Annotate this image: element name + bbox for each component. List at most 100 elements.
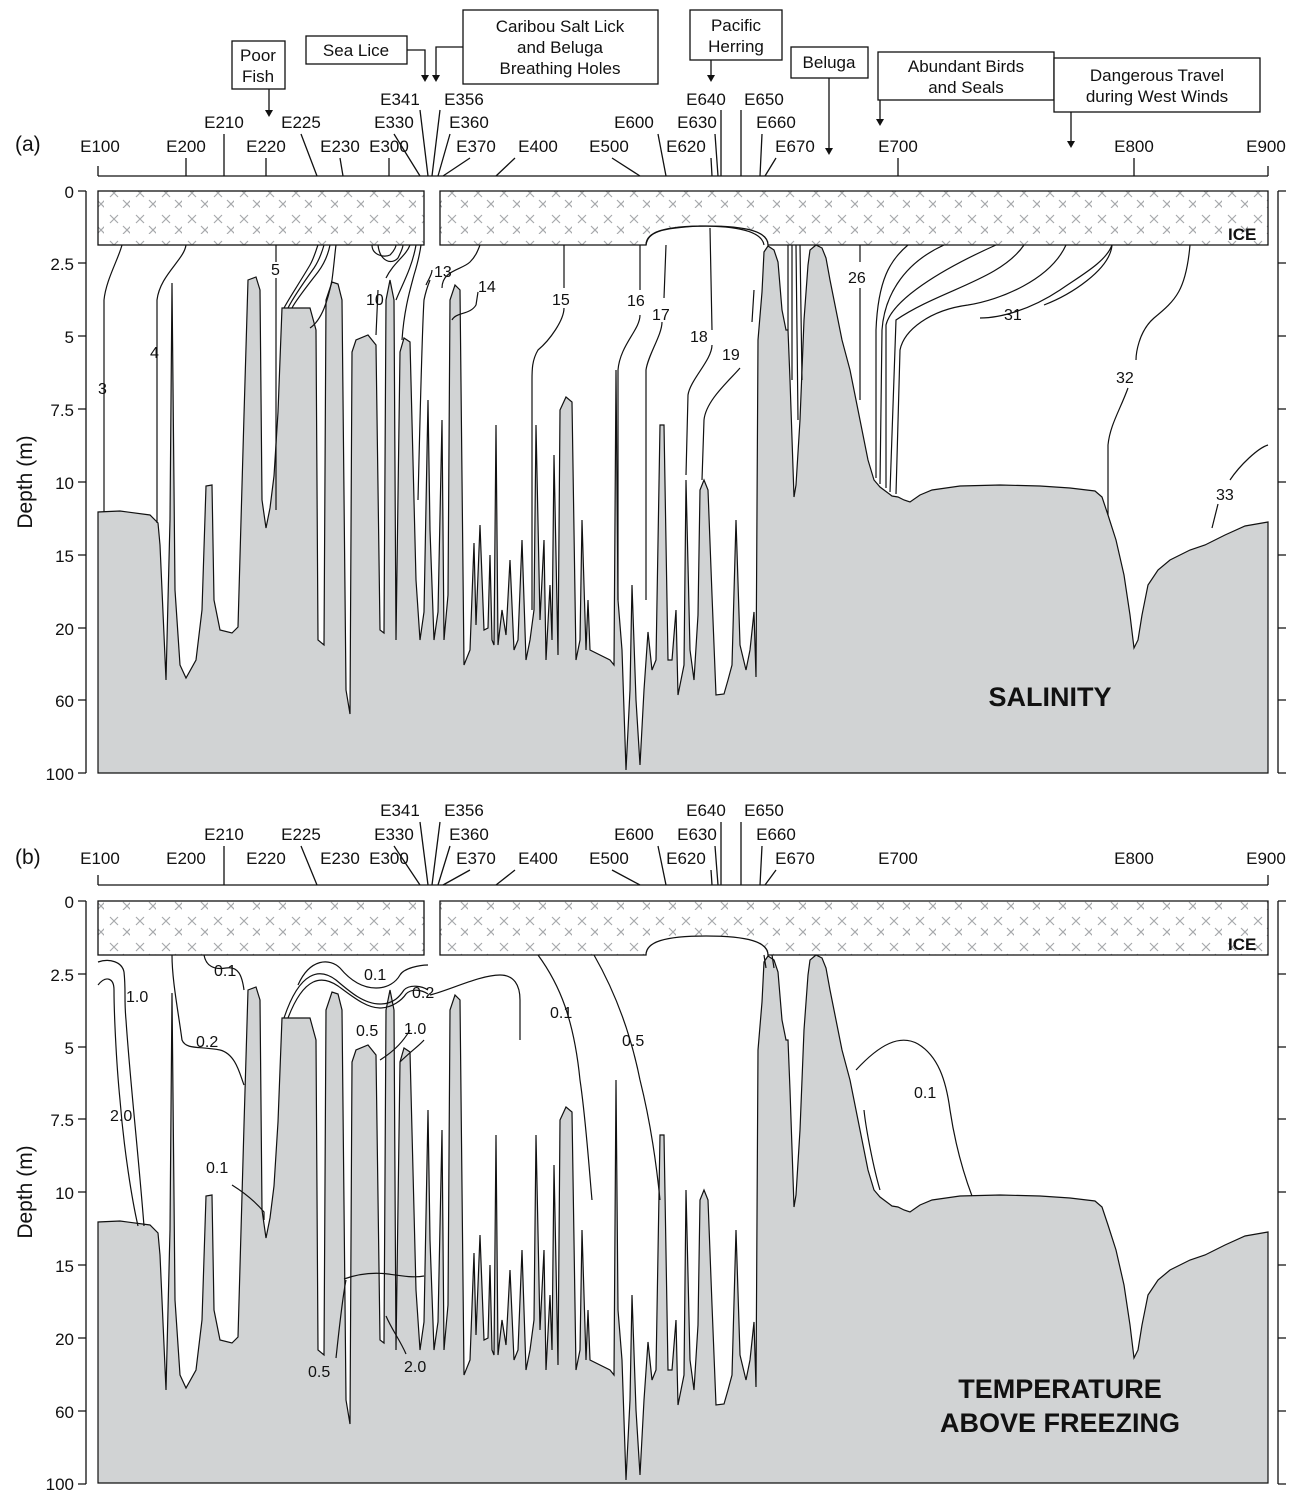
annotation-caribou-line3: Breathing Holes bbox=[500, 59, 621, 78]
y-tick-label: 100 bbox=[46, 1475, 74, 1494]
contour-label: 0.2 bbox=[412, 985, 434, 1002]
panel-a-letter: (a) bbox=[15, 133, 41, 156]
station-label: E341 bbox=[380, 90, 420, 109]
station-label: E900 bbox=[1246, 137, 1286, 156]
y-tick-label: 60 bbox=[55, 692, 74, 711]
station-label: E670 bbox=[775, 137, 815, 156]
panel-a-title: SALINITY bbox=[988, 682, 1111, 712]
contour-label: 32 bbox=[1116, 370, 1134, 387]
annotation-travel-line2: during West Winds bbox=[1086, 87, 1228, 106]
annotation-herring-line1: Pacific bbox=[711, 16, 762, 35]
station-label: E660 bbox=[756, 113, 796, 132]
station-label: E330 bbox=[374, 825, 414, 844]
station-label: E650 bbox=[744, 801, 784, 820]
contours-b bbox=[97, 954, 973, 1359]
contour-label: 0.1 bbox=[214, 963, 236, 980]
station-label: E630 bbox=[677, 825, 717, 844]
seafloor-a bbox=[97, 244, 1269, 774]
station-label: E210 bbox=[204, 113, 244, 132]
station-label: E600 bbox=[614, 825, 654, 844]
station-label: E220 bbox=[246, 137, 286, 156]
contour-label: 31 bbox=[1004, 307, 1022, 324]
y-tick-label: 2.5 bbox=[50, 966, 74, 985]
y-tick-label: 5 bbox=[65, 1039, 74, 1058]
station-label: E360 bbox=[449, 113, 489, 132]
contour-labels-b: 1.0 2.0 0.1 0.2 0.1 0.1 0.2 0.5 1.0 0.1 … bbox=[110, 963, 936, 1381]
station-label: E800 bbox=[1114, 137, 1154, 156]
station-label: E400 bbox=[518, 849, 558, 868]
annotation-birds-line1: Abundant Birds bbox=[908, 57, 1024, 76]
station-label: E100 bbox=[80, 849, 120, 868]
station-label: E360 bbox=[449, 825, 489, 844]
annotation-poor-fish-line1: Poor bbox=[240, 46, 276, 65]
station-label: E500 bbox=[589, 849, 629, 868]
annotation-travel-line1: Dangerous Travel bbox=[1090, 66, 1224, 85]
y-tick-label: 15 bbox=[55, 547, 74, 566]
depth-axis-a bbox=[78, 190, 1286, 774]
annotation-sea-lice-text: Sea Lice bbox=[323, 41, 389, 60]
station-label: E230 bbox=[320, 137, 360, 156]
contour-label: 0.2 bbox=[196, 1034, 218, 1051]
contour-label: 13 bbox=[434, 264, 452, 281]
station-label: E330 bbox=[374, 113, 414, 132]
station-label: E670 bbox=[775, 849, 815, 868]
station-label: E225 bbox=[281, 825, 321, 844]
station-label: E225 bbox=[281, 113, 321, 132]
annotation-caribou: Caribou Salt Lick and Beluga Breathing H… bbox=[432, 9, 659, 85]
annotation-birds: Abundant Birds and Seals bbox=[876, 51, 1055, 126]
contour-labels-a: 3 4 5 10 13 14 15 16 17 18 19 26 31 32 3… bbox=[98, 262, 1234, 504]
annotation-birds-line2: and Seals bbox=[928, 78, 1004, 97]
contour-label: 16 bbox=[627, 293, 645, 310]
station-label: E210 bbox=[204, 825, 244, 844]
station-axis-a bbox=[97, 109, 1269, 177]
y-tick-label: 15 bbox=[55, 1257, 74, 1276]
station-label: E370 bbox=[456, 137, 496, 156]
contour-label: 5 bbox=[271, 262, 280, 279]
panel-b-title-line1: TEMPERATURE bbox=[958, 1374, 1162, 1404]
y-tick-label: 2.5 bbox=[50, 255, 74, 274]
station-label: E356 bbox=[444, 90, 484, 109]
y-tick-label: 100 bbox=[46, 765, 74, 784]
contour-label: 0.1 bbox=[364, 967, 386, 984]
contour-label: 14 bbox=[478, 279, 496, 296]
annotation-sea-lice: Sea Lice bbox=[305, 35, 429, 82]
annotation-poor-fish: Poor Fish bbox=[231, 40, 286, 117]
station-label: E600 bbox=[614, 113, 654, 132]
y-tick-label: 20 bbox=[55, 620, 74, 639]
y-tick-label: 5 bbox=[65, 328, 74, 347]
contour-label: 3 bbox=[98, 381, 107, 398]
station-label: E640 bbox=[686, 801, 726, 820]
station-label: E220 bbox=[246, 849, 286, 868]
station-label: E200 bbox=[166, 137, 206, 156]
y-tick-label: 0 bbox=[65, 893, 74, 912]
contour-label: 19 bbox=[722, 347, 740, 364]
contour-label: 2.0 bbox=[404, 1359, 426, 1376]
station-label: E200 bbox=[166, 849, 206, 868]
panel-a: Poor Fish Sea Lice Caribou Salt Lick and… bbox=[14, 9, 1286, 784]
station-label: E620 bbox=[666, 137, 706, 156]
station-label: E370 bbox=[456, 849, 496, 868]
contour-label: 10 bbox=[366, 292, 384, 309]
depth-tick-labels-a: 0 2.5 5 7.5 10 15 20 60 100 bbox=[46, 183, 74, 784]
station-label: E660 bbox=[756, 825, 796, 844]
station-axis-b bbox=[97, 821, 1269, 886]
contour-label: 0.1 bbox=[206, 1160, 228, 1177]
annotation-beluga-text: Beluga bbox=[803, 53, 856, 72]
annotation-travel: Dangerous Travel during West Winds bbox=[1053, 57, 1261, 148]
contour-label: 26 bbox=[848, 270, 866, 287]
y-tick-label: 10 bbox=[55, 474, 74, 493]
y-tick-label: 7.5 bbox=[50, 1111, 74, 1130]
annotations-a: Poor Fish Sea Lice Caribou Salt Lick and… bbox=[231, 9, 1261, 155]
contour-label: 0.1 bbox=[550, 1005, 572, 1022]
y-axis-label-b: Depth (m) bbox=[14, 1145, 37, 1238]
panel-b-letter: (b) bbox=[15, 846, 41, 869]
depth-tick-labels-b: 0 2.5 5 7.5 10 15 20 60 100 bbox=[46, 893, 74, 1494]
annotation-caribou-line2: and Beluga bbox=[517, 38, 604, 57]
station-label: E700 bbox=[878, 849, 918, 868]
station-label: E640 bbox=[686, 90, 726, 109]
annotation-beluga: Beluga bbox=[790, 46, 869, 155]
station-label: E341 bbox=[380, 801, 420, 820]
ice-label-b: ICE bbox=[1228, 935, 1256, 954]
y-tick-label: 10 bbox=[55, 1184, 74, 1203]
